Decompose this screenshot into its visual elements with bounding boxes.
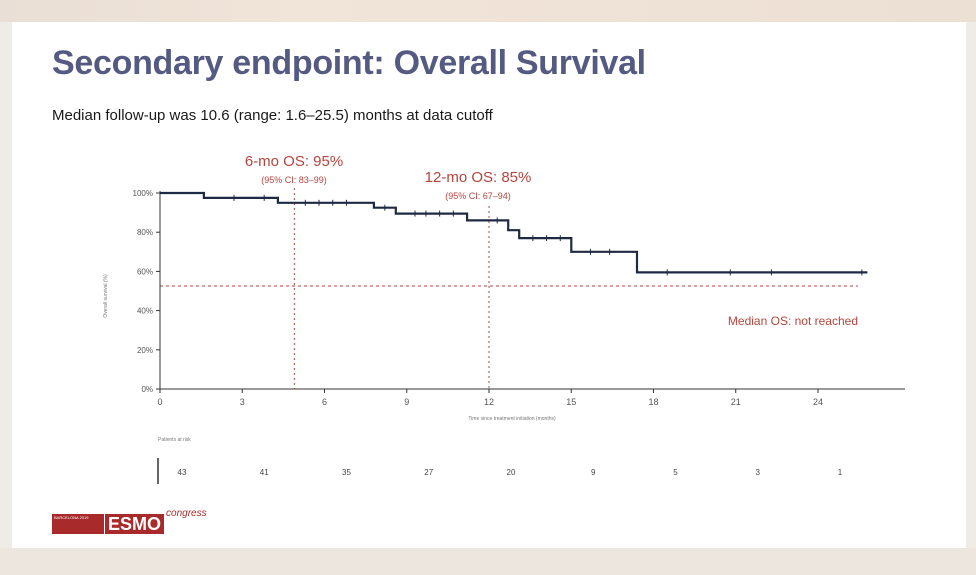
y-tick-label: 80%: [137, 228, 153, 237]
esmo-logo: BARCELONA 2019 ESMO congress: [52, 508, 207, 534]
logo-congress-text: congress: [166, 508, 207, 519]
bottom-background-band: [0, 548, 976, 575]
median-os-label: Median OS: not reached: [728, 314, 858, 328]
risk-value: 27: [424, 468, 433, 477]
risk-value: 20: [507, 468, 516, 477]
y-axis-label: Overall survival (%): [103, 274, 109, 318]
os12-ci: (95% CI: 67–94): [445, 191, 511, 201]
x-tick-label: 18: [648, 397, 658, 407]
x-tick-label: 3: [240, 397, 245, 407]
x-tick-label: 6: [322, 397, 327, 407]
x-axis-label: Time since treatment initiation (months): [468, 416, 556, 422]
os6-ci: (95% CI: 83–99): [261, 175, 327, 185]
risk-value: 1: [838, 468, 843, 477]
x-tick-label: 15: [566, 397, 576, 407]
risk-value: 43: [178, 468, 187, 477]
x-tick-label: 12: [484, 397, 494, 407]
survival-curve: [160, 191, 868, 274]
y-tick-label: 40%: [137, 307, 153, 316]
risk-value: 41: [260, 468, 269, 477]
slide-background: [12, 22, 966, 548]
x-tick-label: 0: [157, 397, 162, 407]
x-tick-label: 9: [404, 397, 409, 407]
os12-label: 12-mo OS: 85%: [425, 169, 532, 186]
slide-title: Secondary endpoint: Overall Survival: [52, 44, 646, 82]
risk-table-title: Patients at risk: [158, 437, 191, 443]
x-tick-label: 24: [813, 397, 823, 407]
logo-box: BARCELONA 2019: [52, 514, 104, 534]
risk-value: 5: [673, 468, 678, 477]
slide-subtitle: Median follow-up was 10.6 (range: 1.6–25…: [52, 107, 493, 124]
y-tick-label: 60%: [137, 267, 153, 276]
risk-value: 35: [342, 468, 351, 477]
x-tick-label: 21: [731, 397, 741, 407]
risk-value: 9: [591, 468, 596, 477]
top-background-band: [0, 0, 976, 22]
risk-value: 3: [756, 468, 761, 477]
y-tick-label: 20%: [137, 346, 153, 355]
y-tick-label: 0%: [141, 385, 153, 394]
y-tick-label: 100%: [133, 189, 153, 198]
os6-label: 6-mo OS: 95%: [245, 153, 343, 170]
logo-esmo-text: ESMO: [105, 514, 165, 534]
